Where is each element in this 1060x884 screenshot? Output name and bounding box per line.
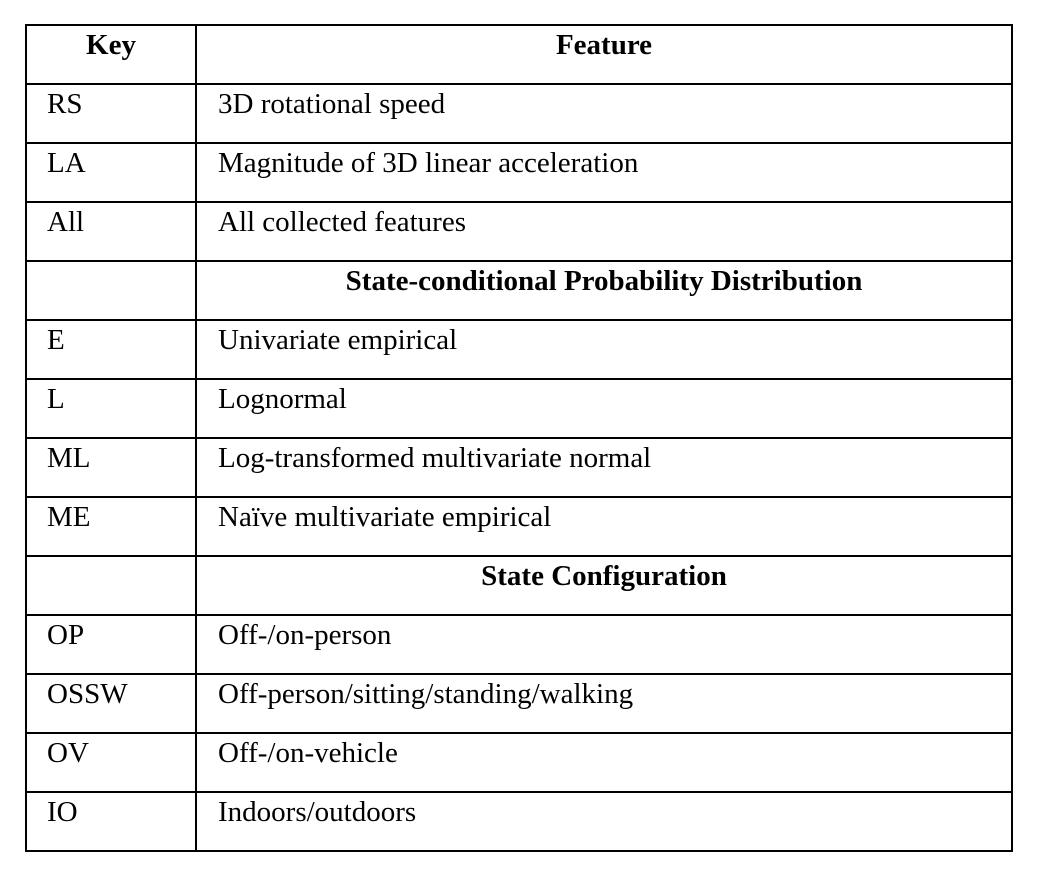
feature-cell: All collected features — [195, 201, 1013, 262]
key-cell: All — [25, 201, 197, 262]
key-cell: OV — [25, 732, 197, 793]
feature-cell: Indoors/outdoors — [195, 791, 1013, 852]
feature-cell: Lognormal — [195, 378, 1013, 439]
table-row: LA Magnitude of 3D linear acceleration — [25, 142, 1013, 203]
feature-cell: Naïve multivariate empirical — [195, 496, 1013, 557]
table-row: L Lognormal — [25, 378, 1013, 439]
table-row: OP Off-/on-person — [25, 614, 1013, 675]
table-header-row: Key Feature — [25, 24, 1013, 85]
key-cell: ML — [25, 437, 197, 498]
section-title-distribution: State-conditional Probability Distributi… — [195, 260, 1013, 321]
column-header-key: Key — [25, 24, 197, 85]
feature-cell: Off-/on-vehicle — [195, 732, 1013, 793]
key-cell: E — [25, 319, 197, 380]
table-row: All All collected features — [25, 201, 1013, 262]
key-cell: OP — [25, 614, 197, 675]
key-cell: RS — [25, 83, 197, 144]
feature-cell: Off-/on-person — [195, 614, 1013, 675]
empty-key-cell — [25, 260, 197, 321]
key-cell: IO — [25, 791, 197, 852]
table-row: OSSW Off-person/sitting/standing/walking — [25, 673, 1013, 734]
column-header-feature: Feature — [195, 24, 1013, 85]
key-cell: LA — [25, 142, 197, 203]
feature-cell: 3D rotational speed — [195, 83, 1013, 144]
feature-cell: Off-person/sitting/standing/walking — [195, 673, 1013, 734]
empty-key-cell — [25, 555, 197, 616]
table-row: E Univariate empirical — [25, 319, 1013, 380]
table-row: ML Log-transformed multivariate normal — [25, 437, 1013, 498]
feature-cell: Log-transformed multivariate normal — [195, 437, 1013, 498]
section-title-configuration: State Configuration — [195, 555, 1013, 616]
table-row: IO Indoors/outdoors — [25, 791, 1013, 852]
table-row: OV Off-/on-vehicle — [25, 732, 1013, 793]
key-cell: L — [25, 378, 197, 439]
feature-cell: Univariate empirical — [195, 319, 1013, 380]
section-header-row: State Configuration — [25, 555, 1013, 616]
key-feature-table: Key Feature RS 3D rotational speed LA Ma… — [25, 24, 1013, 852]
table-row: ME Naïve multivariate empirical — [25, 496, 1013, 557]
key-cell: ME — [25, 496, 197, 557]
table-row: RS 3D rotational speed — [25, 83, 1013, 144]
feature-cell: Magnitude of 3D linear acceleration — [195, 142, 1013, 203]
key-cell: OSSW — [25, 673, 197, 734]
section-header-row: State-conditional Probability Distributi… — [25, 260, 1013, 321]
